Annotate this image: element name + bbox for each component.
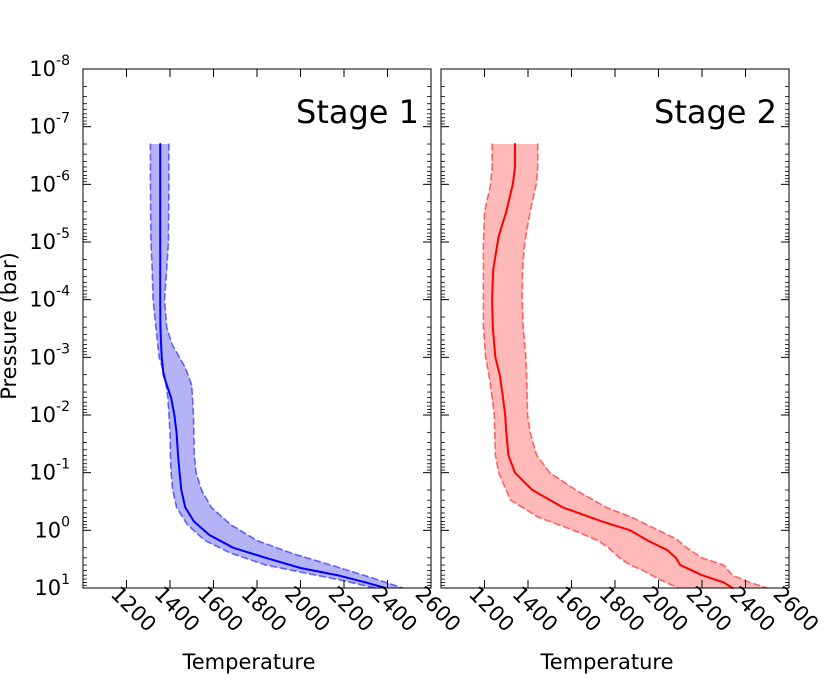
x-tick-label: 1400 [508,582,563,637]
confidence-band [483,144,768,588]
x-tick-label: 1800 [595,582,650,637]
x-tick-label: 2400 [725,582,780,637]
plot-frame [82,68,432,589]
median-line [491,143,734,589]
y-ticks [441,68,789,589]
confidence-band-layer [483,144,768,588]
y-tick-label: 10-1 [29,457,70,485]
x-tick-label: 2000 [280,582,335,637]
upper-bound-line [163,143,404,589]
panel-title: Stage 2 [654,93,777,131]
y-ticks: 10-8 10-7 10-6 10-5 10-4 10-3 10-2 10-1 100 101 [29,53,431,600]
y-tick-label: 10-5 [29,226,70,254]
x-tick-label: 1800 [237,582,292,637]
series-line-layer [149,143,404,589]
x-axis-label: Temperature [539,650,673,674]
y-tick-label: 10-4 [29,284,70,312]
panel-title: Stage 1 [296,93,419,131]
x-tick-label: 2600 [769,582,824,637]
confidence-band-layer [150,144,403,588]
lower-bound-line [482,143,679,589]
x-tick-label: 1600 [193,582,248,637]
x-tick-label: 2000 [638,582,693,637]
lower-bound-line [149,143,376,589]
y-tick-label: 10-2 [29,399,70,427]
y-tick-label: 10-6 [29,168,70,196]
y-tick-label: 10-8 [29,53,70,81]
upper-bound-line [521,143,769,589]
x-tick-label: 2400 [367,582,422,637]
x-tick-label: 2200 [324,582,379,637]
x-tick-label: 1400 [150,582,205,637]
y-tick-label: 10-7 [29,111,70,139]
x-tick-label: 1600 [551,582,606,637]
y-tick-label: 101 [34,572,70,600]
x-tick-label: 1200 [464,582,519,637]
x-tick-label: 2600 [411,582,466,637]
x-tick-label: 2200 [682,582,737,637]
x-axis-label: Temperature [181,650,315,674]
y-tick-label: 10-3 [29,341,70,369]
y-axis-label: Pressure (bar) [0,252,21,400]
median-line [159,143,387,589]
series-line-layer [482,143,769,589]
confidence-band [150,144,403,588]
y-tick-label: 100 [34,514,70,542]
x-tick-label: 1200 [106,582,161,637]
